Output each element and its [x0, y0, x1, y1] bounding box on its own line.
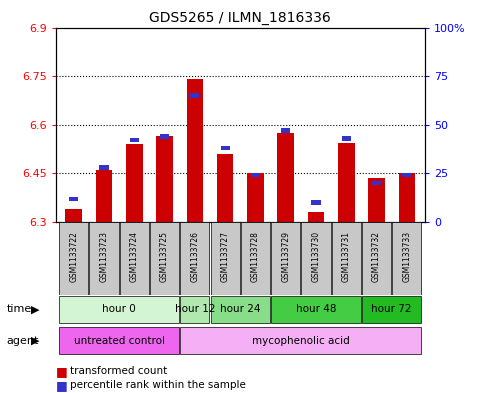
Bar	[99, 165, 109, 170]
FancyBboxPatch shape	[362, 222, 391, 295]
FancyBboxPatch shape	[180, 327, 421, 354]
Bar	[217, 154, 233, 222]
Text: GSM1133724: GSM1133724	[130, 231, 139, 282]
Bar	[69, 196, 78, 201]
FancyBboxPatch shape	[59, 327, 179, 354]
Bar	[247, 173, 264, 222]
FancyBboxPatch shape	[180, 222, 210, 295]
Bar	[398, 173, 415, 222]
Text: hour 48: hour 48	[296, 305, 336, 314]
FancyBboxPatch shape	[241, 222, 270, 295]
Bar	[372, 181, 381, 185]
FancyBboxPatch shape	[301, 222, 330, 295]
Text: GSM1133726: GSM1133726	[190, 231, 199, 282]
Bar	[156, 136, 173, 222]
Text: hour 0: hour 0	[102, 305, 136, 314]
FancyBboxPatch shape	[271, 296, 361, 323]
Bar	[96, 170, 113, 222]
Text: GSM1133731: GSM1133731	[342, 231, 351, 282]
Text: time: time	[6, 305, 31, 314]
FancyBboxPatch shape	[332, 222, 361, 295]
Bar	[308, 212, 325, 222]
Bar	[160, 134, 169, 139]
Bar	[190, 94, 199, 98]
Bar	[341, 136, 351, 141]
Text: transformed count: transformed count	[70, 366, 167, 376]
Text: ▶: ▶	[30, 305, 39, 314]
FancyBboxPatch shape	[211, 222, 240, 295]
Text: mycophenolic acid: mycophenolic acid	[252, 336, 350, 346]
Bar	[281, 129, 290, 133]
Text: ▶: ▶	[30, 336, 39, 346]
Bar	[402, 173, 412, 178]
Bar	[65, 209, 82, 222]
Text: ■: ■	[56, 365, 67, 378]
Bar	[126, 144, 142, 222]
Bar	[338, 143, 355, 222]
Text: percentile rank within the sample: percentile rank within the sample	[70, 380, 246, 390]
Title: GDS5265 / ILMN_1816336: GDS5265 / ILMN_1816336	[149, 11, 331, 25]
Bar	[130, 138, 139, 143]
Bar	[251, 173, 260, 178]
Text: agent: agent	[6, 336, 39, 346]
FancyBboxPatch shape	[211, 296, 270, 323]
FancyBboxPatch shape	[180, 296, 210, 323]
Text: untreated control: untreated control	[73, 336, 165, 346]
Text: GSM1133722: GSM1133722	[69, 231, 78, 282]
Bar	[186, 79, 203, 222]
Text: GSM1133725: GSM1133725	[160, 231, 169, 282]
Text: ■: ■	[56, 378, 67, 392]
Text: GSM1133723: GSM1133723	[99, 231, 109, 282]
FancyBboxPatch shape	[362, 296, 421, 323]
FancyBboxPatch shape	[120, 222, 149, 295]
Text: GSM1133733: GSM1133733	[402, 231, 412, 282]
Bar	[312, 200, 321, 205]
FancyBboxPatch shape	[150, 222, 179, 295]
Text: hour 24: hour 24	[220, 305, 260, 314]
Text: GSM1133730: GSM1133730	[312, 231, 321, 282]
FancyBboxPatch shape	[271, 222, 300, 295]
Bar	[277, 133, 294, 222]
Text: GSM1133732: GSM1133732	[372, 231, 381, 282]
Bar	[368, 178, 385, 222]
FancyBboxPatch shape	[392, 222, 421, 295]
FancyBboxPatch shape	[59, 296, 179, 323]
FancyBboxPatch shape	[59, 222, 88, 295]
Text: hour 72: hour 72	[371, 305, 412, 314]
FancyBboxPatch shape	[89, 222, 118, 295]
Text: hour 12: hour 12	[175, 305, 215, 314]
Text: GSM1133729: GSM1133729	[281, 231, 290, 282]
Bar	[221, 146, 230, 150]
Text: GSM1133728: GSM1133728	[251, 231, 260, 282]
Text: GSM1133727: GSM1133727	[221, 231, 229, 282]
